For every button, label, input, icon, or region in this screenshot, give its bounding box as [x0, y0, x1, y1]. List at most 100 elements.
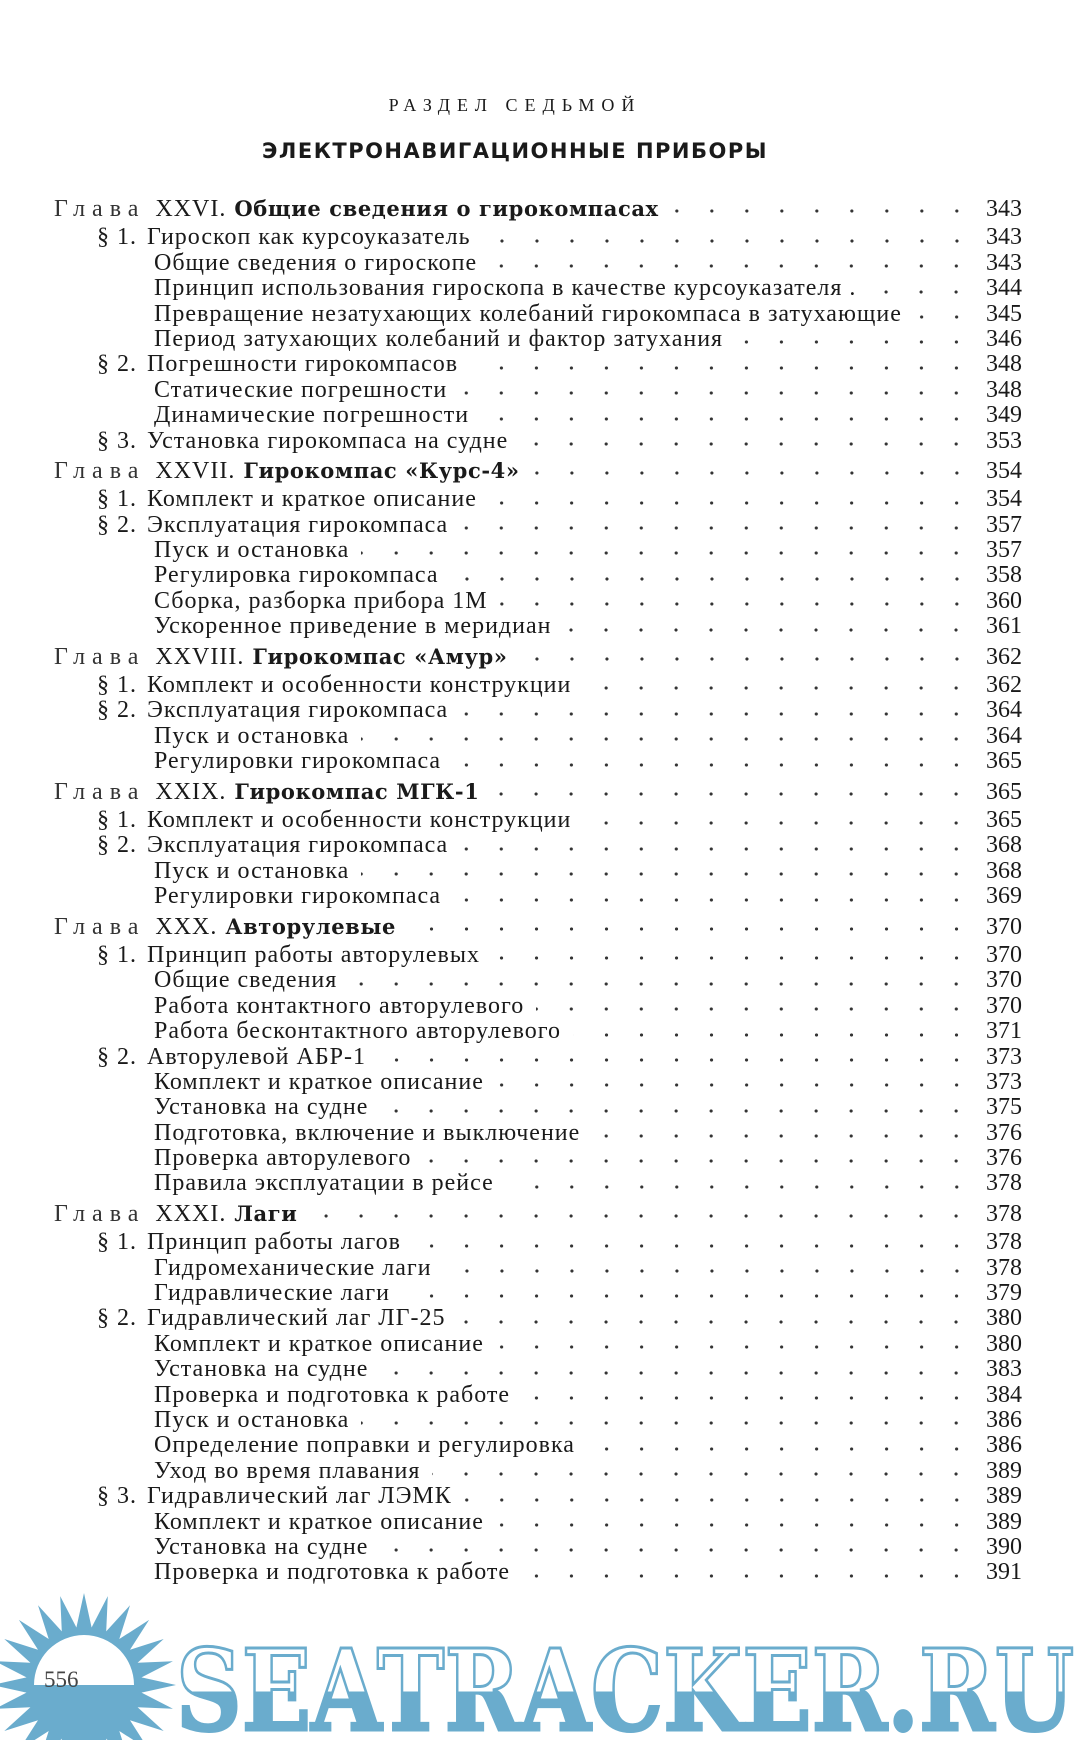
- table-of-contents: Глава XXVI. Общие сведения о гирокомпасах 3…: [54, 196, 1022, 1586]
- page-ref: 365: [986, 806, 1022, 833]
- subsection-title: Определение поправки и регулировка: [154, 1432, 575, 1459]
- toc-chapter-entry: Глава XXX. Авторулевые 370: [54, 913, 1022, 940]
- subsection-title: Пуск и остановка: [154, 1406, 350, 1433]
- page-ref: 343: [986, 224, 1022, 251]
- toc-section-entry: § 1. Принцип работы авторулевых 370: [54, 941, 1022, 968]
- page-ref: 353: [986, 427, 1022, 454]
- section-title: Эксплуатация гирокомпаса: [147, 511, 449, 538]
- dot-leader: [457, 1318, 974, 1325]
- subsection-title: Сборка, разборка прибора 1М: [154, 587, 488, 614]
- toc-chapter-entry: Глава XXVIII. Гирокомпас «Амур» 362: [54, 643, 1022, 670]
- page-ref: 365: [986, 778, 1022, 805]
- toc-sub-entry: Принцип использования гироскопа в качест…: [54, 275, 1022, 302]
- dot-leader: [522, 1394, 974, 1401]
- dot-leader: [519, 656, 974, 663]
- section-title: Установка гирокомпаса на судне: [147, 427, 509, 454]
- dot-leader: [586, 1445, 974, 1452]
- section-number: § 1.: [97, 1229, 137, 1256]
- toc-chapter-entry: Глава XXVII. Гирокомпас «Курс-4» 354: [54, 457, 1022, 484]
- dot-leader: [495, 1082, 974, 1089]
- toc-sub-entry: Гидравлические лаги 379: [54, 1280, 1022, 1307]
- dot-leader: [408, 925, 974, 932]
- section-number: § 3.: [97, 427, 137, 454]
- dot-leader: [670, 208, 974, 215]
- page-ref: 368: [986, 832, 1022, 859]
- page-ref: 343: [986, 196, 1022, 222]
- subsection-title: Проверка и подготовка к работе: [154, 1381, 511, 1408]
- section-title: Комплект и краткое описание: [147, 486, 477, 513]
- subsection-title: Регулировки гирокомпаса: [154, 883, 442, 910]
- toc-section-entry: § 1. Принцип работы лагов 378: [54, 1229, 1022, 1256]
- chapter-label: Глава: [54, 196, 146, 222]
- section-title: Гироскоп как курсоуказатель: [147, 224, 471, 251]
- subsection-title: Комплект и краткое описание: [154, 1330, 484, 1357]
- watermark-logo: SEATRACKER.RU: [0, 1593, 1076, 1740]
- dot-leader: [377, 1056, 974, 1063]
- page-ref: 364: [986, 722, 1022, 749]
- chapter-title: Гирокомпас «Курс-4»: [243, 457, 520, 483]
- toc-sub-entry: Подготовка, включение и выключение 376: [54, 1119, 1022, 1146]
- section-title: Эксплуатация гирокомпаса: [147, 697, 449, 724]
- dot-leader: [470, 364, 974, 371]
- dot-leader: [735, 339, 974, 346]
- page-ref: 386: [986, 1432, 1022, 1459]
- toc-sub-entry: Установка на судне 390: [54, 1534, 1022, 1560]
- dot-leader: [868, 288, 974, 295]
- toc-sub-entry: Ускоренное приведение в меридиан 361: [54, 613, 1022, 640]
- chapter-label: Глава: [54, 778, 146, 805]
- subsection-title: Подготовка, включение и выключение: [154, 1119, 581, 1146]
- toc-chapter-entry: Глава XXXI. Лаги 378: [54, 1200, 1022, 1227]
- dot-leader: [460, 710, 974, 717]
- toc-sub-entry: Превращение незатухающих колебаний гирок…: [54, 300, 1022, 327]
- page-ref: 369: [986, 883, 1022, 910]
- dot-leader: [495, 1344, 974, 1351]
- section-number: § 1.: [97, 806, 137, 833]
- toc-sub-entry: Пуск и остановка 357: [54, 537, 1022, 563]
- page-ref: 364: [986, 697, 1022, 724]
- subsection-title: Регулировки гирокомпаса: [154, 748, 442, 775]
- page-ref: 362: [986, 643, 1022, 670]
- page-ref: 370: [986, 941, 1022, 968]
- section-number: § 1.: [97, 672, 137, 699]
- chapter-label: Глава: [54, 1200, 146, 1227]
- subsection-title: Комплект и краткое описание: [154, 1508, 484, 1535]
- chapter-number: XXIX.: [155, 778, 227, 805]
- dot-leader: [380, 1369, 974, 1376]
- toc-sub-entry: Пуск и остановка 386: [54, 1406, 1022, 1433]
- subsection-title: Превращение незатухающих колебаний гирок…: [154, 300, 902, 327]
- toc-sub-entry: Проверка и подготовка к работе 384: [54, 1381, 1022, 1408]
- toc-section-entry: § 2. Авторулевой АБР-1 373: [54, 1043, 1022, 1070]
- dot-leader: [380, 1107, 974, 1114]
- subsection-title: Пуск и остановка: [154, 857, 350, 884]
- subsection-title: Период затухающих колебаний и фактор зат…: [154, 325, 724, 352]
- subsection-title: Ускоренное приведение в меридиан: [154, 613, 552, 640]
- dot-leader: [592, 1133, 974, 1140]
- chapter-number: XXVIII.: [155, 643, 245, 670]
- page-ref: 344: [986, 275, 1022, 302]
- toc-sub-entry: Пуск и остановка 368: [54, 857, 1022, 884]
- page-ref: 368: [986, 857, 1022, 884]
- subsection-title: Проверка авторулевого: [154, 1145, 412, 1172]
- page-ref: 373: [986, 1068, 1022, 1095]
- toc-sub-entry: Правила эксплуатации в рейсе 378: [54, 1171, 1022, 1197]
- page-ref: 348: [986, 351, 1022, 378]
- section-title: Комплект и особенности конструкции: [147, 806, 572, 833]
- dot-leader: [531, 470, 974, 477]
- toc-sub-entry: Определение поправки и регулировка 386: [54, 1432, 1022, 1459]
- chapter-number: XXX.: [155, 913, 218, 940]
- page-ref: 379: [986, 1280, 1022, 1307]
- page-ref: 378: [986, 1200, 1022, 1227]
- page-ref: 345: [986, 300, 1022, 327]
- dot-leader: [489, 263, 974, 270]
- page-ref: 383: [986, 1356, 1022, 1383]
- page-ref: 358: [986, 562, 1022, 589]
- page-ref: 370: [986, 913, 1022, 940]
- page-ref: 380: [986, 1305, 1022, 1332]
- dot-leader: [482, 237, 974, 244]
- dot-leader: [460, 525, 974, 532]
- subsection-title: Пуск и остановка: [154, 722, 350, 749]
- section-title: Авторулевой АБР-1: [147, 1043, 366, 1070]
- dot-leader: [463, 1496, 974, 1503]
- toc-sub-entry: Уход во время плавания 389: [54, 1458, 1022, 1484]
- page-ref: 389: [986, 1483, 1022, 1510]
